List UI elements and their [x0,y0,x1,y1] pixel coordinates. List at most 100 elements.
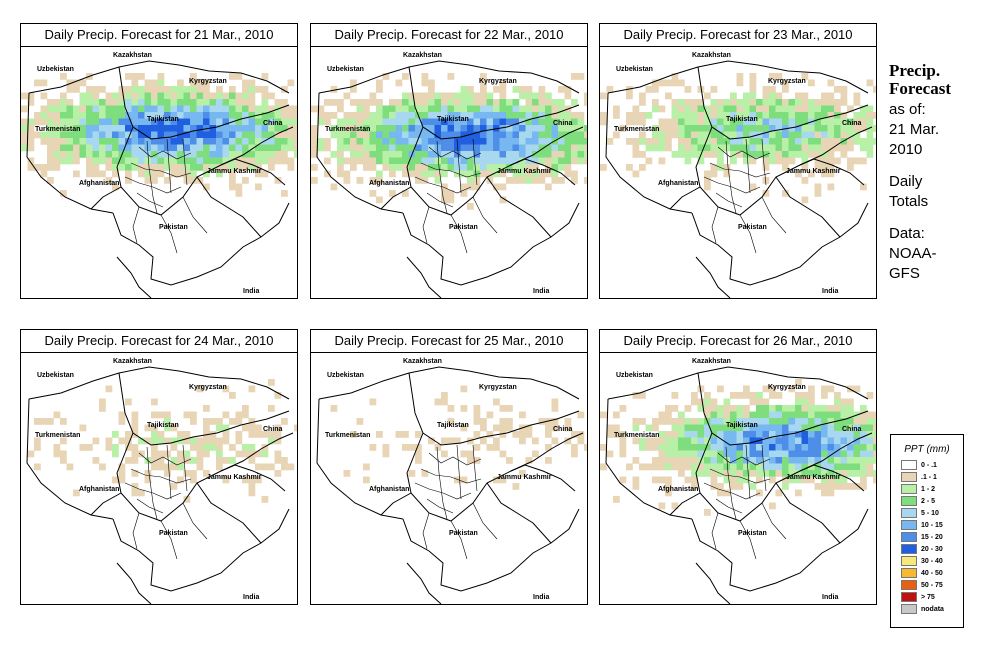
precip-cell [762,125,770,132]
precip-cell [350,125,357,132]
precip-cell [710,463,718,471]
precip-cell [697,99,705,106]
precip-cell [229,125,236,132]
precip-cell [144,177,152,184]
precip-cell [216,125,223,132]
precip-cell [756,151,763,158]
precip-cell [775,424,783,432]
precip-cell [112,125,119,132]
province-border [436,140,448,214]
precip-cell [814,99,822,106]
precip-cell [382,125,390,132]
precip-cell [827,157,835,165]
precip-cell [47,131,54,139]
precip-cell [626,118,633,126]
precip-cell [183,470,191,477]
precip-cell [402,170,409,178]
precip-cell [749,118,757,126]
precip-cell [242,444,249,451]
precip-cell [138,437,145,445]
precip-cell [190,73,197,80]
precip-cell [756,457,763,464]
precip-cell [255,151,262,158]
precip-cell [691,131,698,139]
precip-cell [827,112,835,119]
precip-cell [710,86,718,93]
precip-cell [343,125,351,132]
precip-cell [467,183,474,191]
precip-cell [678,424,685,432]
precip-cell [229,177,236,184]
precip-cell [717,118,724,126]
precip-cell [671,79,679,87]
precip-cell [795,151,802,158]
precip-cell [274,118,282,126]
precip-cell [389,112,396,119]
precip-cell [274,457,282,464]
precip-cell [717,385,724,393]
map-label-kyrgyzstan: Kyrgyzstan [189,78,227,85]
precip-cell [170,157,178,165]
precip-cell [441,170,448,178]
precip-cell [27,164,35,171]
precip-cell [395,144,403,152]
precip-cell [827,405,835,412]
precip-cell [27,99,35,106]
precip-cell [356,105,364,113]
precip-cell [658,463,666,471]
precip-cell [723,437,731,445]
precip-cell [691,392,698,399]
precip-cell [749,411,757,419]
precip-cell [551,437,559,445]
precip-cell [92,164,100,171]
province-border [711,512,719,550]
precip-cell [652,418,659,425]
precip-cell [821,157,828,165]
map-label-kyrgyzstan: Kyrgyzstan [479,78,517,85]
precip-cell [665,450,672,458]
precip-cell [730,92,737,100]
precip-cell [762,151,770,158]
precip-cell [73,131,80,139]
precip-cell [723,125,731,132]
precip-cell [671,105,679,113]
precip-cell [519,105,526,113]
province-border [138,452,192,466]
precip-cell [538,92,546,100]
precip-cell [545,105,552,113]
precip-cell [382,164,390,171]
map-label-india: India [243,288,259,295]
precip-cell [92,151,100,158]
province-border [761,502,787,540]
precip-cell [691,437,698,445]
precip-cell [814,138,822,145]
precip-cell [177,105,184,113]
country-border [116,256,152,298]
precip-cell [209,112,217,119]
precip-cell [164,125,171,132]
precip-cell [441,92,448,100]
precip-cell [157,99,165,106]
precip-cell [710,151,718,158]
precip-cell [639,463,646,471]
precip-cell [73,157,80,165]
precip-cell [183,411,191,419]
precip-cell [330,151,338,158]
country-border [695,432,873,522]
precip-cell [632,437,640,445]
precip-cell [499,476,507,484]
precip-cell [454,118,461,126]
precip-cell [27,157,35,165]
precip-cell [242,157,249,165]
precip-cell [40,131,48,139]
precip-cell [248,131,256,139]
province-border [472,444,478,492]
precip-cell [434,398,442,406]
precip-cell [769,392,776,399]
precip-cell [814,164,822,171]
precip-cell [821,470,828,477]
precip-cell [248,79,256,87]
province-border [703,176,761,194]
precip-cell [53,131,61,139]
precip-cell [389,131,396,139]
